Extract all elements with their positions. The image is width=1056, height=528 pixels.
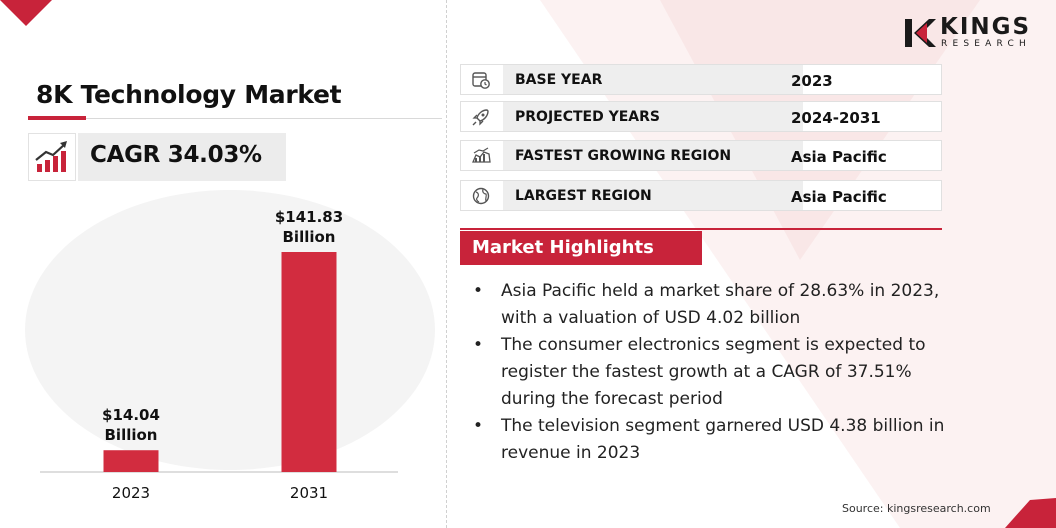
info-row-fastest-growing-region: FASTEST GROWING REGION Asia Pacific: [460, 140, 942, 171]
data-label-2031-line1: $141.83: [275, 208, 343, 226]
highlight-line: The television segment garnered USD 4.38…: [501, 416, 945, 436]
info-row-base-year: BASE YEAR 2023: [460, 64, 942, 95]
bullet: •: [473, 416, 484, 436]
info-label: LARGEST REGION: [515, 188, 652, 204]
kings-logo-icon: [905, 19, 936, 47]
logo-subtitle: RESEARCH: [941, 39, 1031, 49]
cagr-icon-box: [28, 133, 76, 181]
highlights-rule: [460, 228, 942, 230]
title-accent-bar: [28, 116, 86, 120]
logo-wordmark: KINGS: [940, 14, 1032, 40]
info-label-cell: [503, 141, 803, 170]
calendar-clock-icon: [472, 71, 490, 89]
info-value: 2023: [791, 72, 833, 90]
info-row-largest-region: LARGEST REGION Asia Pacific: [460, 180, 942, 211]
bar-chart: $14.04 Billion 2023 $141.83 Billion 2031: [40, 208, 398, 502]
info-label-cell: [503, 65, 803, 94]
info-row-projected-years: PROJECTED YEARS 2024-2031: [460, 101, 942, 132]
bar-2031: [281, 252, 337, 472]
info-value: 2024-2031: [791, 109, 881, 127]
info-value: Asia Pacific: [791, 188, 887, 206]
title-underline: [28, 118, 442, 119]
cagr-box: [78, 133, 286, 181]
info-icon-cell: [461, 102, 501, 131]
growth-map-icon: [472, 146, 491, 163]
highlight-line: during the forecast period: [501, 389, 723, 409]
info-label: PROJECTED YEARS: [515, 109, 660, 125]
highlight-line: with a valuation of USD 4.02 billion: [501, 308, 801, 328]
bar-2023: [103, 450, 159, 472]
highlight-item: • Asia Pacific held a market share of 28…: [470, 278, 990, 332]
x-tick-label-2031: 2031: [290, 484, 328, 502]
highlight-item: • The consumer electronics segment is ex…: [470, 332, 990, 413]
info-label: BASE YEAR: [515, 72, 603, 88]
highlight-line: revenue in 2023: [501, 443, 641, 463]
info-value: Asia Pacific: [791, 148, 887, 166]
growth-chart-icon: [35, 141, 67, 172]
info-label: FASTEST GROWING REGION: [515, 148, 732, 164]
globe-icon: [472, 187, 490, 204]
x-tick-label-2023: 2023: [112, 484, 150, 502]
highlights-header: [460, 231, 702, 265]
bullet: •: [473, 281, 484, 301]
highlights-title: Market Highlights: [472, 237, 654, 258]
highlight-line: register the fastest growth at a CAGR of…: [501, 362, 912, 382]
bullet: •: [473, 335, 484, 355]
source-note: Source: kingsresearch.com: [842, 502, 991, 515]
highlight-item: • The television segment garnered USD 4.…: [470, 413, 990, 467]
info-icon-cell: [461, 65, 501, 94]
corner-triangle-bottom-right: [1005, 498, 1056, 528]
background-ribbon: [540, 0, 1056, 528]
data-label-2023-line2: Billion: [105, 426, 158, 444]
highlights-list: • Asia Pacific held a market share of 28…: [470, 278, 990, 467]
info-label-cell: [503, 102, 803, 131]
data-label-2023-line1: $14.04: [102, 406, 160, 424]
highlight-line: Asia Pacific held a market share of 28.6…: [501, 281, 940, 301]
rocket-icon: [472, 108, 489, 126]
info-label-cell: [503, 181, 803, 210]
data-label-2031-line2: Billion: [283, 228, 336, 246]
info-icon-cell: [461, 141, 501, 170]
cagr-value: CAGR 34.03%: [90, 142, 262, 168]
page-title: 8K Technology Market: [36, 80, 342, 109]
highlight-line: The consumer electronics segment is expe…: [501, 335, 926, 355]
corner-triangle-top-left: [0, 0, 52, 26]
info-icon-cell: [461, 181, 501, 210]
panel-divider: [446, 0, 447, 528]
